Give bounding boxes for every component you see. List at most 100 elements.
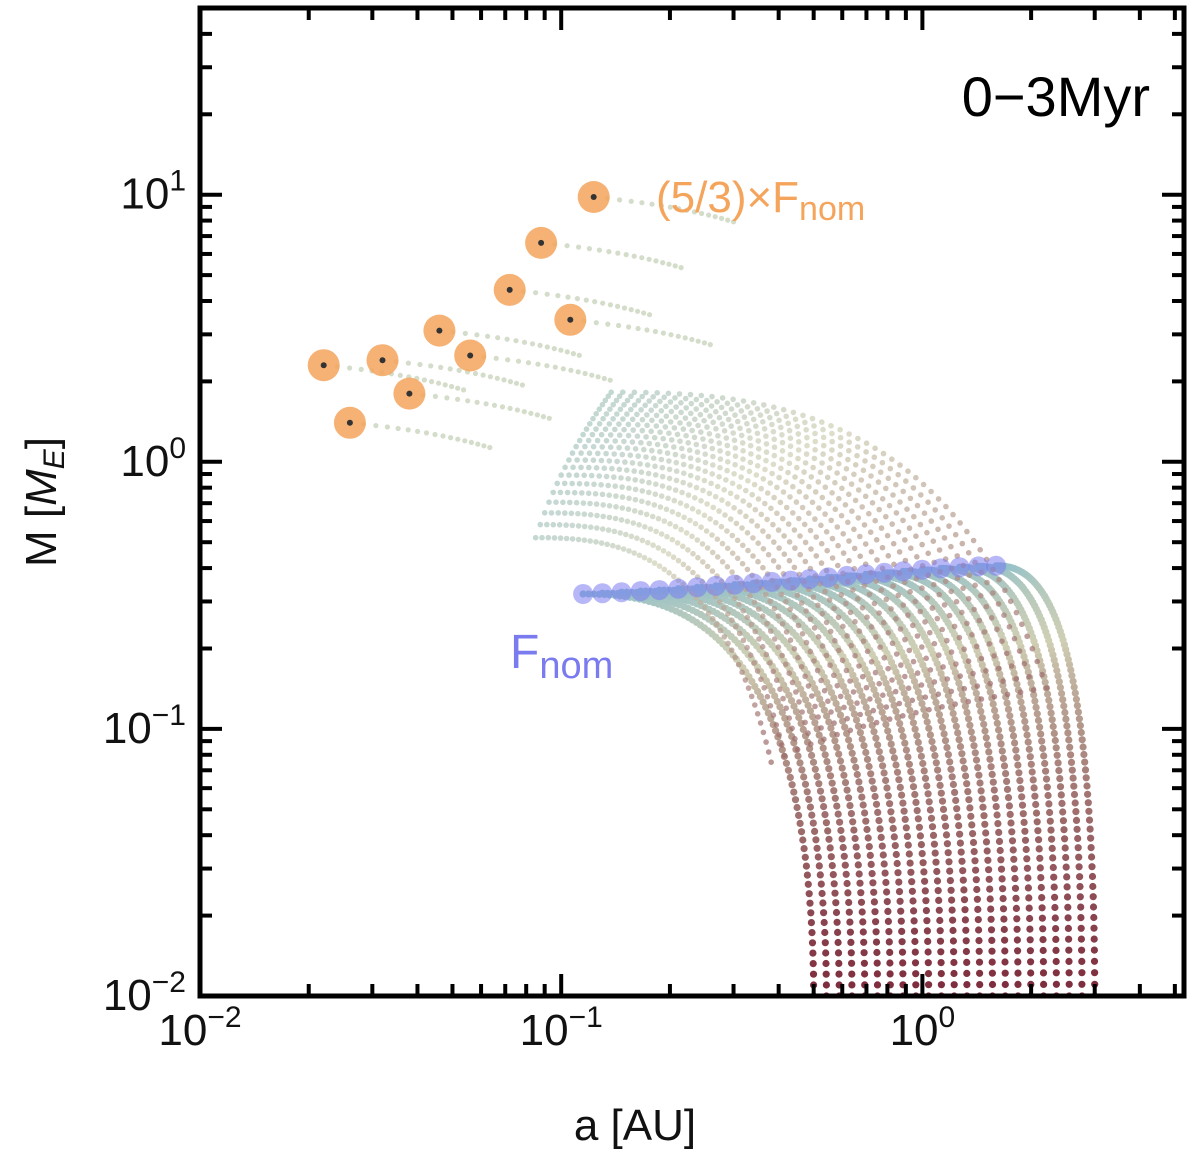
- track-dot: [950, 948, 958, 956]
- enhanced-track-dot: [607, 444, 614, 451]
- nominal-planet: [743, 573, 764, 594]
- track-dot: [936, 927, 944, 935]
- enhanced-track-dot: [632, 477, 638, 483]
- enhanced-track-dot: [626, 485, 632, 492]
- enhanced-track-dot: [680, 543, 686, 550]
- enhanced-track-dot: [851, 545, 858, 552]
- track-dot: [794, 752, 802, 760]
- enhanced-track-dot: [902, 537, 908, 543]
- enhanced-track-dot: [700, 436, 706, 442]
- track-dot: [826, 772, 835, 780]
- enhanced-tail-dot: [395, 425, 401, 432]
- enhanced-track-dot: [575, 523, 582, 529]
- enhanced-track-dot: [754, 523, 761, 529]
- track-dot: [1029, 776, 1037, 784]
- track-dot: [918, 700, 926, 708]
- enhanced-track-dot: [593, 426, 599, 432]
- enhanced-tail-dot: [631, 253, 637, 259]
- enhanced-track-dot: [734, 494, 740, 500]
- enhanced-track-dot: [840, 531, 846, 537]
- enhanced-track-dot: [828, 456, 834, 462]
- track-dot: [873, 981, 882, 989]
- enhanced-track-dot: [893, 616, 899, 622]
- enhanced-tail-dot: [429, 379, 435, 385]
- enhanced-track-dot: [598, 431, 605, 438]
- track-dot: [878, 842, 886, 850]
- enhanced-track-dot: [638, 469, 645, 476]
- enhanced-track-dot: [816, 505, 822, 511]
- track-dot: [1041, 678, 1049, 686]
- track-dot: [1070, 790, 1079, 799]
- track-dot: [1089, 893, 1097, 901]
- track-dot: [825, 835, 833, 843]
- track-dot: [975, 937, 983, 945]
- enhanced-track-dot: [751, 660, 757, 666]
- enhanced-track-dot: [857, 711, 863, 718]
- enhanced-track-dot: [658, 408, 665, 414]
- enhanced-track-dot: [855, 596, 861, 602]
- enhanced-track-dot: [606, 458, 613, 464]
- enhanced-track-dot: [762, 500, 768, 507]
- track-dot: [937, 948, 945, 956]
- enhanced-track-dot: [722, 512, 728, 518]
- enhanced-track-dot: [598, 457, 605, 464]
- enhanced-track-dot: [777, 499, 784, 506]
- enhanced-track-dot: [811, 658, 817, 664]
- track-dot: [858, 793, 866, 801]
- enhanced-track-dot: [883, 485, 889, 492]
- track-dot: [995, 726, 1003, 734]
- track-dot: [931, 849, 939, 857]
- track-dot: [890, 833, 898, 841]
- enhanced-track-dot: [886, 502, 893, 509]
- track-dot: [813, 772, 821, 781]
- enhanced-planet-core: [436, 327, 443, 334]
- enhanced-track-dot: [658, 456, 665, 463]
- enhanced-track-dot: [687, 482, 693, 488]
- enhanced-track-dot: [680, 479, 686, 486]
- nominal-planet: [668, 578, 689, 599]
- enhanced-tail-dot: [583, 297, 589, 303]
- track-dot: [900, 807, 908, 815]
- track-dot: [791, 796, 800, 804]
- enhanced-track-dot: [607, 432, 614, 438]
- track-dot: [854, 722, 863, 730]
- enhanced-track-dot: [942, 578, 949, 585]
- enhanced-track-dot: [719, 540, 726, 547]
- track-dot: [1064, 903, 1072, 911]
- track-dot: [951, 788, 959, 797]
- enhanced-track-dot: [660, 548, 667, 554]
- enhanced-track-dot: [731, 471, 737, 477]
- enhanced-track-dot: [571, 489, 578, 496]
- track-dot: [830, 880, 838, 888]
- track-dot: [941, 737, 950, 745]
- enhanced-track-dot: [734, 537, 741, 544]
- enhanced-track-dot: [714, 399, 720, 405]
- enhanced-track-dot: [687, 517, 693, 524]
- enhanced-track-dot: [904, 506, 910, 512]
- enhanced-track-dot: [781, 752, 788, 759]
- enhanced-track-dot: [821, 687, 828, 694]
- track-dot: [965, 796, 973, 804]
- track-dot: [899, 799, 907, 807]
- x-tick-labels: 10−2 10−1 100: [158, 1001, 955, 1055]
- track-dot: [972, 866, 980, 874]
- track-dot: [1066, 743, 1074, 751]
- track-dot: [809, 970, 818, 978]
- track-dot: [1051, 903, 1059, 912]
- track-dot: [934, 766, 942, 774]
- enhanced-track-dot: [760, 729, 767, 736]
- track-dot: [893, 859, 901, 868]
- enhanced-track-dot: [745, 685, 752, 691]
- track-dot: [1040, 980, 1048, 989]
- enhanced-track-dot: [808, 546, 814, 552]
- enhanced-track-dot: [717, 448, 723, 454]
- track-dot: [1042, 775, 1051, 783]
- track-dot: [879, 762, 887, 770]
- track-dot: [946, 867, 954, 875]
- track-dot: [912, 981, 920, 989]
- track-dot: [799, 725, 807, 734]
- enhanced-track-dot: [650, 394, 656, 400]
- enhanced-track-dot: [838, 592, 845, 598]
- track-dot: [990, 786, 998, 794]
